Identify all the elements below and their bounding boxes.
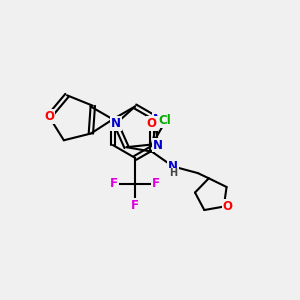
Text: O: O xyxy=(44,110,54,123)
Text: Cl: Cl xyxy=(159,114,171,127)
Text: N: N xyxy=(111,117,121,130)
Text: F: F xyxy=(110,177,118,190)
Text: F: F xyxy=(152,177,160,190)
Text: N: N xyxy=(152,113,162,126)
Text: H: H xyxy=(169,168,177,178)
Text: N: N xyxy=(152,139,162,152)
Text: N: N xyxy=(168,160,178,173)
Text: O: O xyxy=(223,200,233,213)
Text: F: F xyxy=(131,199,139,212)
Text: O: O xyxy=(147,117,157,130)
